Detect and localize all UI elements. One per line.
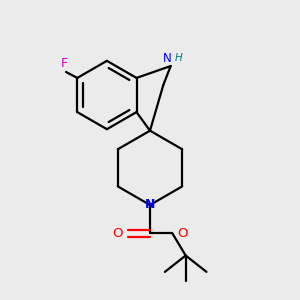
Text: O: O <box>178 227 188 240</box>
Text: F: F <box>61 58 68 70</box>
Text: N: N <box>145 199 155 212</box>
Text: O: O <box>112 227 122 240</box>
Text: N: N <box>163 52 172 64</box>
Text: H: H <box>175 53 183 63</box>
